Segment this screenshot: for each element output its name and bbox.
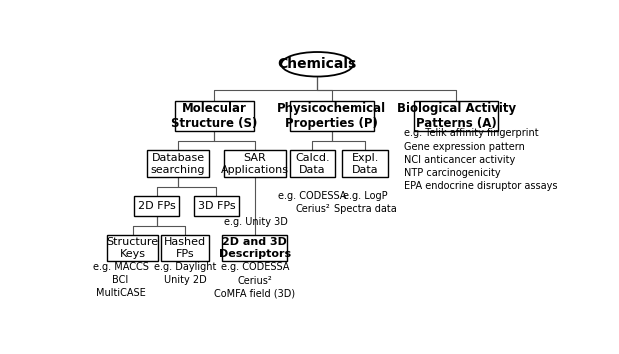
Text: e.g. Telik affinity fingerprint
Gene expression pattern
NCI anticancer activity
: e.g. Telik affinity fingerprint Gene exp… xyxy=(404,129,557,191)
Text: Calcd.
Data: Calcd. Data xyxy=(295,153,330,175)
Text: Chemicals: Chemicals xyxy=(277,57,357,71)
Text: e.g. Daylight
Unity 2D: e.g. Daylight Unity 2D xyxy=(154,262,217,285)
FancyBboxPatch shape xyxy=(175,101,254,131)
Text: e.g. MACCS
BCI
MultiCASE: e.g. MACCS BCI MultiCASE xyxy=(93,262,149,298)
Text: 3D FPs: 3D FPs xyxy=(197,201,235,211)
FancyBboxPatch shape xyxy=(342,150,388,177)
Text: e.g. Unity 3D: e.g. Unity 3D xyxy=(223,217,288,227)
Text: Molecular
Structure (S): Molecular Structure (S) xyxy=(171,102,258,130)
FancyBboxPatch shape xyxy=(194,196,240,216)
Text: e.g. CODESSA
Cerius²: e.g. CODESSA Cerius² xyxy=(279,191,347,214)
Text: SAR
Applications: SAR Applications xyxy=(221,153,289,175)
Text: Database
searching: Database searching xyxy=(151,153,206,175)
FancyBboxPatch shape xyxy=(223,150,286,177)
Ellipse shape xyxy=(281,52,353,76)
Text: Expl.
Data: Expl. Data xyxy=(352,153,379,175)
Text: Structure
Keys: Structure Keys xyxy=(106,238,158,259)
Text: e.g. LogP
Spectra data: e.g. LogP Spectra data xyxy=(334,191,397,214)
FancyBboxPatch shape xyxy=(290,150,335,177)
Text: Hashed
FPs: Hashed FPs xyxy=(164,238,206,259)
FancyBboxPatch shape xyxy=(162,235,209,261)
Text: Physicochemical
Properties (P): Physicochemical Properties (P) xyxy=(277,102,386,130)
FancyBboxPatch shape xyxy=(147,150,209,177)
FancyBboxPatch shape xyxy=(222,235,287,261)
Text: Biological Activity
Patterns (A): Biological Activity Patterns (A) xyxy=(397,102,516,130)
FancyBboxPatch shape xyxy=(290,101,374,131)
Text: 2D FPs: 2D FPs xyxy=(137,201,175,211)
FancyBboxPatch shape xyxy=(134,196,180,216)
Text: e.g. CODESSA
Cerius²
CoMFA field (3D): e.g. CODESSA Cerius² CoMFA field (3D) xyxy=(214,262,295,299)
FancyBboxPatch shape xyxy=(107,235,158,261)
Text: 2D and 3D
Descriptors: 2D and 3D Descriptors xyxy=(219,238,291,259)
FancyBboxPatch shape xyxy=(414,101,498,131)
